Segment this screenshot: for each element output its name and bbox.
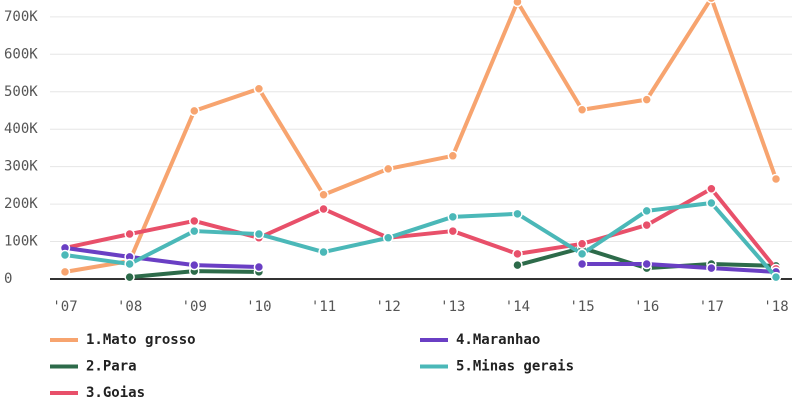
legend-label: 4.Maranhao [456,332,540,348]
legend-label: 1.Mato grosso [86,332,196,348]
point [512,0,523,8]
point [59,249,71,261]
series-line [63,0,778,274]
point [576,248,588,260]
x-tick-label: '07 [52,299,77,315]
point [189,215,200,227]
y-tick-label: 200K [4,196,38,212]
point [382,163,394,175]
legend-label: 3.Goias [86,385,145,401]
point [447,225,459,237]
series-line [580,262,778,274]
legend-label: 5.Minas gerais [456,359,574,375]
point [512,208,523,220]
point [512,248,523,260]
x-tick-label: '12 [376,299,401,315]
point [576,238,588,250]
y-tick-label: 100K [4,234,38,250]
point [253,228,265,240]
point [576,258,588,270]
point [706,0,717,4]
point [253,261,265,273]
point [382,232,394,244]
x-tick-label: '17 [699,299,724,315]
x-tick-label: '14 [505,299,530,315]
point [447,150,459,162]
point [189,225,200,237]
x-tick-label: '16 [634,299,659,315]
x-tick-label: '13 [440,299,465,315]
y-tick-label: 500K [4,84,38,100]
point [124,228,135,240]
x-tick-label: '09 [182,299,207,315]
y-tick-label: 400K [4,121,38,137]
point [189,105,200,117]
series-line [63,200,778,280]
point [641,219,652,231]
y-tick-label: 300K [4,159,38,175]
point [770,173,782,185]
point [124,271,135,283]
point [641,94,652,105]
point [576,104,588,115]
x-tick-label: '15 [569,299,594,315]
point [770,271,782,283]
series-line [63,245,261,270]
point [124,258,135,270]
point [706,197,717,209]
point [253,83,265,95]
point [706,183,717,194]
point [318,189,329,200]
y-tick-label: 700K [4,9,38,25]
x-tick-label: '18 [763,299,788,315]
point [641,205,652,217]
point [189,259,200,271]
y-tick-label: 600K [4,46,38,62]
point [512,259,523,271]
legend-label: 2.Para [86,359,137,375]
series-line [63,186,778,271]
point [59,266,71,278]
point [706,262,717,274]
y-tick-label: 0 [4,271,12,287]
x-tick-label: '10 [246,299,271,315]
x-tick-label: '08 [117,299,142,315]
point [318,246,329,258]
x-tick-label: '11 [311,299,336,315]
point [447,211,459,223]
point [318,203,329,215]
point [641,258,652,270]
